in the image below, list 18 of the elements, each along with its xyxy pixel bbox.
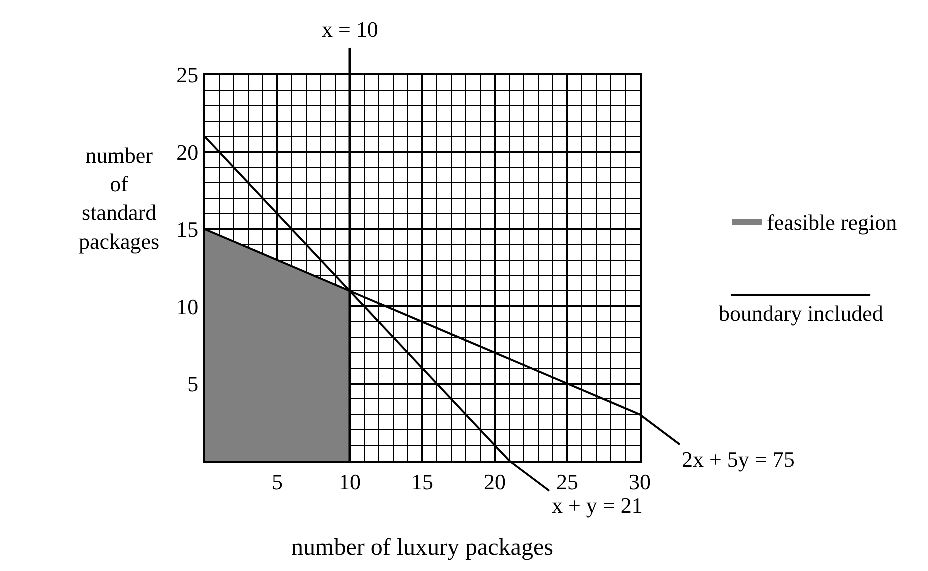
- y-tick-label: 25: [176, 62, 199, 88]
- y-axis-title: number of standard packages: [79, 143, 160, 254]
- x-tick-label: 20: [484, 469, 506, 494]
- x-tick-label: 30: [629, 469, 651, 494]
- legend-label: feasible region: [767, 210, 898, 236]
- text: boundary included: [719, 301, 884, 326]
- ref-line-label: x = 10: [322, 17, 378, 42]
- x-tick-label: 5: [272, 469, 283, 494]
- y-tick-label: 5: [188, 372, 199, 396]
- y-tick-label: 20: [176, 140, 199, 165]
- annotation: x + y = 21: [552, 493, 643, 518]
- y-tick-label: 15: [176, 217, 199, 242]
- annotation: 2x + 5y = 75: [682, 447, 795, 472]
- x-axis-title: number of luxury packages: [292, 535, 554, 562]
- x-tick-label: 10: [339, 469, 361, 494]
- x-tick-label: 25: [556, 469, 578, 494]
- y-tick-label: 10: [176, 294, 199, 320]
- x-tick-label: 15: [412, 469, 434, 494]
